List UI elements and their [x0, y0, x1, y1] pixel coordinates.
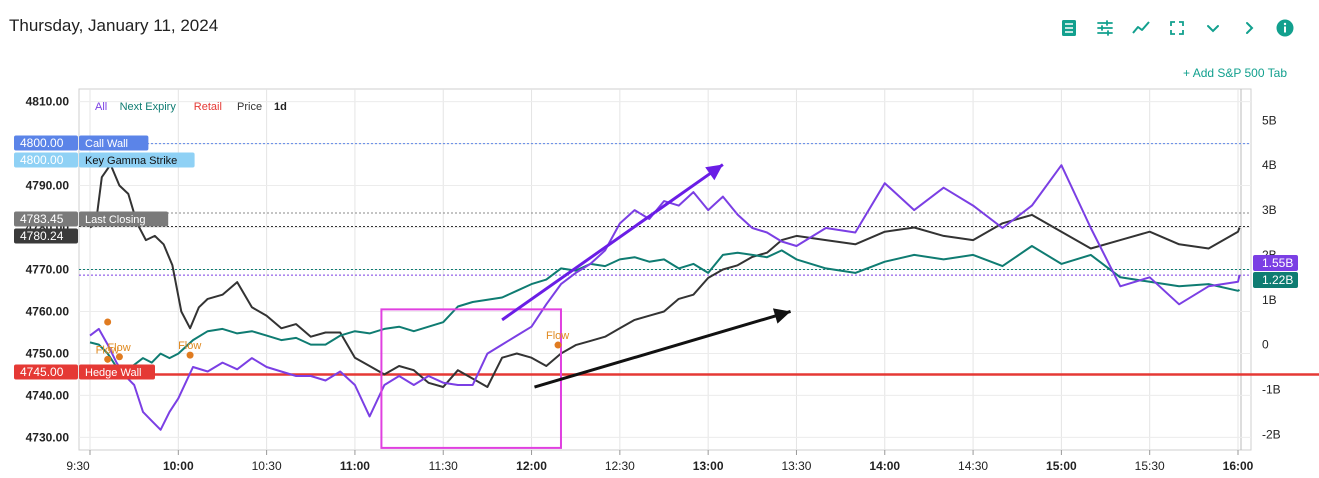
- level-price-badge: [14, 135, 78, 151]
- x-tick-label: 12:30: [605, 459, 635, 473]
- chevron-right-icon[interactable]: [1231, 16, 1267, 40]
- level-label-badge: [79, 135, 149, 151]
- y-left-tick-label: 4810.00: [26, 95, 70, 109]
- series-line-next-expiry: [89, 245, 1241, 373]
- x-tick-label: 13:00: [693, 459, 724, 473]
- y-right-tick-label: 4B: [1262, 158, 1277, 172]
- y-left-tick-label: 4760.00: [26, 304, 70, 318]
- x-tick-label: 14:00: [869, 459, 900, 473]
- fullscreen-icon[interactable]: [1159, 16, 1195, 40]
- level-price-text: 4783.45: [20, 212, 64, 226]
- flow-label: Flow: [96, 344, 119, 356]
- y-right-tick-label: -1B: [1262, 382, 1281, 396]
- x-tick-label: 10:00: [163, 459, 194, 473]
- level-price-badge: [14, 228, 78, 244]
- level-label-badge: [79, 211, 169, 227]
- right-value-text: 1.55B: [1262, 256, 1293, 270]
- y-right-tick-label: 5B: [1262, 113, 1277, 127]
- annotation-arrow-line: [501, 163, 724, 322]
- right-value-badge: [1253, 255, 1298, 271]
- level-label-text: Call Wall: [85, 138, 128, 150]
- x-tick-label: 10:30: [252, 459, 282, 473]
- flow-label: Flow: [107, 342, 130, 354]
- legend-item: Retail: [194, 101, 222, 113]
- level-price-text: 4800.00: [20, 153, 64, 167]
- table-icon[interactable]: [1051, 16, 1087, 40]
- y-left-tick-label: 4790.00: [26, 179, 70, 193]
- level-label-text: Last Closing: [85, 214, 146, 226]
- series-line-all: [89, 164, 1241, 431]
- flow-marker: [104, 318, 112, 326]
- x-tick-label: 11:00: [340, 459, 370, 473]
- annotation-arrow-line: [534, 310, 791, 389]
- x-tick-label: 15:00: [1046, 459, 1077, 473]
- y-left-tick-label: 4750.00: [26, 346, 70, 360]
- x-tick-label: 14:30: [958, 459, 988, 473]
- level-label-badge: [79, 152, 195, 168]
- flow-label: Flow: [178, 340, 201, 352]
- y-right-tick-label: 1B: [1262, 293, 1277, 307]
- sliders-icon[interactable]: [1087, 16, 1123, 40]
- annotation-arrowhead: [772, 308, 791, 324]
- date-title: Thursday, January 11, 2024: [9, 16, 219, 35]
- chart-toolbar: [1051, 16, 1303, 40]
- level-price-badge: [14, 364, 78, 380]
- annotation-arrowhead: [705, 164, 723, 181]
- level-price-text: 4800.00: [20, 136, 64, 150]
- legend-item: All: [95, 101, 107, 113]
- flow-marker: [186, 351, 194, 359]
- y-right-tick-label: 0: [1262, 338, 1269, 352]
- level-price-text: 4745.00: [20, 365, 64, 379]
- legend-item: Price: [237, 101, 262, 113]
- right-value-text: 1.22B: [1262, 273, 1293, 287]
- legend-item: Next Expiry: [120, 101, 177, 113]
- x-tick-label: 15:30: [1135, 459, 1165, 473]
- y-left-tick-label: 4740.00: [26, 388, 70, 402]
- chevron-down-icon[interactable]: [1195, 16, 1231, 40]
- x-tick-label: 12:00: [516, 459, 547, 473]
- x-tick-label: 13:30: [781, 459, 811, 473]
- info-icon[interactable]: [1267, 16, 1303, 40]
- level-label-text: Hedge Wall: [85, 367, 141, 379]
- flow-marker: [104, 355, 112, 363]
- flow-marker: [554, 341, 562, 349]
- series-line-price: [89, 163, 1241, 388]
- level-price-text: 4780.24: [20, 229, 64, 243]
- x-tick-label: 9:30: [66, 459, 90, 473]
- y-left-tick-label: 4770.00: [26, 263, 70, 277]
- x-tick-label: 11:30: [429, 459, 458, 473]
- line-chart-icon[interactable]: [1123, 16, 1159, 40]
- y-right-tick-label: -2B: [1262, 427, 1281, 441]
- legend-item: 1d: [274, 101, 287, 113]
- y-left-tick-label: 4730.00: [26, 430, 70, 444]
- flow-label: Flow: [546, 330, 569, 342]
- level-price-badge: [14, 211, 78, 227]
- x-tick-label: 16:00: [1223, 459, 1254, 473]
- level-label-text: Key Gamma Strike: [85, 155, 177, 167]
- level-price-badge: [14, 152, 78, 168]
- y-right-tick-label: 3B: [1262, 203, 1277, 217]
- flow-marker: [115, 353, 123, 361]
- right-value-badge: [1253, 272, 1298, 288]
- add-tab-link[interactable]: + Add S&P 500 Tab: [1183, 66, 1287, 80]
- level-label-badge: [79, 364, 155, 380]
